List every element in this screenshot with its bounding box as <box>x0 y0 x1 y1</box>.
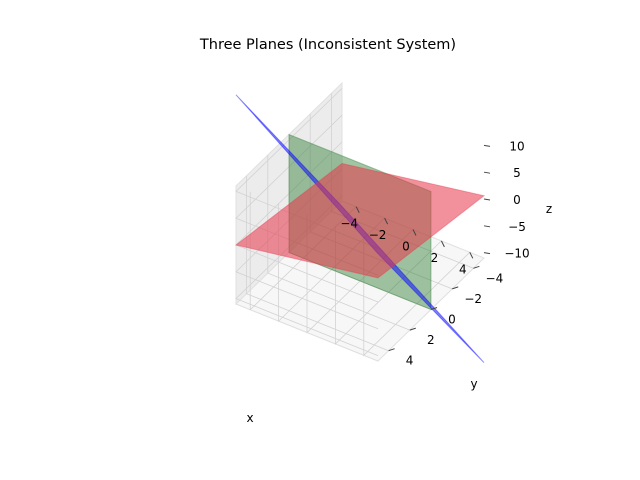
z-tick-mark <box>483 171 491 174</box>
z-axis-label: z <box>546 202 552 216</box>
grid-lines <box>235 88 474 357</box>
y-tick-label: −2 <box>464 292 482 306</box>
plane-surface-3 <box>234 162 486 279</box>
y-tick-mark <box>388 348 395 352</box>
y-axis-label: y <box>470 377 477 391</box>
x-tick-mark <box>469 252 474 259</box>
z-tick-label: −5 <box>508 220 526 234</box>
y-tick-label: −4 <box>486 271 504 285</box>
x-tick-label: −2 <box>369 228 387 242</box>
y-tick-mark <box>473 265 480 269</box>
x-tick-label: −4 <box>340 217 358 231</box>
grid-line-y <box>267 155 410 331</box>
z-tick-mark <box>483 252 491 255</box>
planes <box>234 94 486 363</box>
grid-line-x <box>363 237 471 357</box>
x-tick-mark <box>440 240 445 248</box>
x-tick-mark <box>384 217 389 225</box>
y-tick-mark <box>430 307 438 310</box>
y-tick-label: 4 <box>406 354 414 368</box>
x-tick-label: 0 <box>402 240 410 254</box>
z-tick-label: 0 <box>513 193 521 207</box>
x-tick-mark <box>412 229 417 236</box>
z-tick-mark <box>483 198 491 201</box>
x-tick-mark <box>355 206 360 213</box>
x-tick-label: 2 <box>431 251 439 265</box>
z-tick-label: −10 <box>504 247 529 261</box>
z-tick-mark <box>483 225 491 228</box>
z-tick-label: 5 <box>513 166 521 180</box>
grid-line-y <box>246 175 389 352</box>
z-tick-label: 10 <box>509 139 524 153</box>
z-tick-mark <box>483 144 491 147</box>
y-tick-mark <box>452 286 459 290</box>
x-axis-label: x <box>246 411 253 425</box>
chart-title: Three Planes (Inconsistent System) <box>199 37 456 53</box>
y-tick-label: 0 <box>448 313 456 327</box>
x-tick-label: 4 <box>459 262 467 276</box>
y-tick-label: 2 <box>427 333 435 347</box>
y-tick-mark <box>409 327 416 331</box>
